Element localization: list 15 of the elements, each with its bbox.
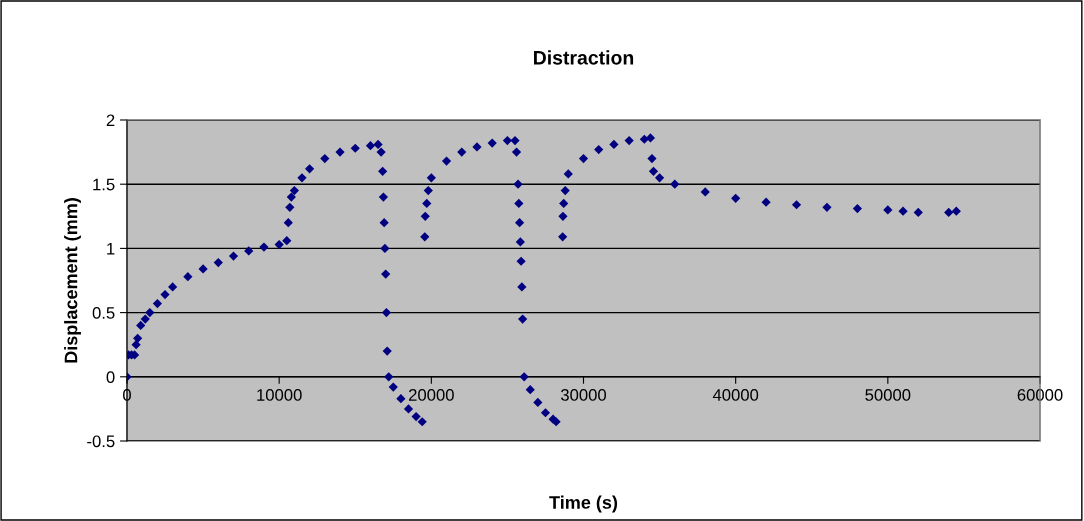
- y-tick-label: -0.5: [87, 435, 115, 448]
- x-tick-label: 50000: [865, 389, 911, 401]
- x-tick-label: 60000: [1017, 389, 1063, 401]
- x-tick-label: 40000: [712, 389, 759, 401]
- y-tick-label: 1: [107, 242, 115, 255]
- chart-title: Distraction: [534, 50, 634, 65]
- y-axis-title: Displacement (mm): [64, 198, 81, 363]
- x-tick-label: 10000: [257, 389, 302, 401]
- x-tick-label: 30000: [560, 389, 607, 401]
- y-tick-label: 0: [106, 371, 115, 383]
- y-tick-label: 1.5: [93, 178, 115, 191]
- x-tick-label: 20000: [409, 389, 454, 401]
- x-axis-title: Time (s): [549, 495, 618, 513]
- y-tick-label: 0.5: [92, 307, 115, 319]
- y-tick-label: 2: [106, 114, 115, 127]
